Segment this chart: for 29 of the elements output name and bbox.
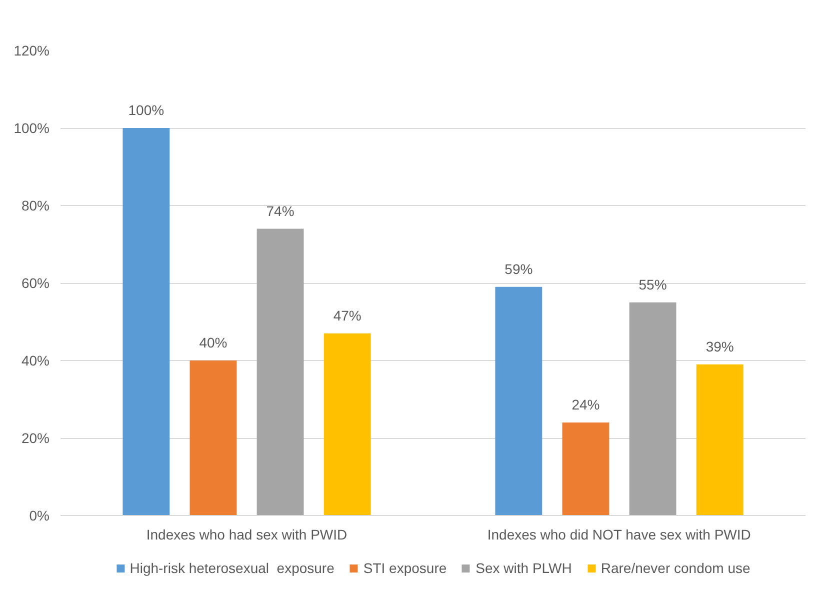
bar xyxy=(629,302,676,516)
data-label: 74% xyxy=(266,202,294,219)
data-label: 100% xyxy=(128,102,164,118)
y-tick-label: 100% xyxy=(14,120,50,136)
legend-label: Rare/never condom use xyxy=(600,560,750,576)
data-label: 24% xyxy=(572,396,600,412)
bar xyxy=(495,286,542,516)
y-tick-label: 80% xyxy=(21,198,50,214)
y-tick-label: 60% xyxy=(21,275,50,291)
data-label: 47% xyxy=(333,307,362,324)
x-tick-label: Indexes who did NOT have sex with PWID xyxy=(487,526,751,542)
data-label: 40% xyxy=(199,334,228,350)
x-tick-label: Indexes who had sex with PWID xyxy=(146,526,348,542)
legend-label: Sex with PLWH xyxy=(476,560,572,576)
data-label: 55% xyxy=(638,276,667,292)
y-tick-label: 40% xyxy=(21,352,50,368)
bar xyxy=(190,360,237,516)
bar xyxy=(122,128,170,516)
bar xyxy=(256,228,304,516)
y-tick-label: 120% xyxy=(14,42,50,58)
data-label: 59% xyxy=(504,260,533,277)
data-label: 39% xyxy=(706,338,734,354)
y-tick-label: 0% xyxy=(29,508,50,524)
bar xyxy=(562,422,610,516)
bar xyxy=(696,364,744,516)
bar xyxy=(324,333,371,516)
legend-label: High-risk heterosexual exposure xyxy=(130,560,334,576)
y-tick-label: 20% xyxy=(21,430,50,446)
legend-label: STI exposure xyxy=(363,560,447,576)
